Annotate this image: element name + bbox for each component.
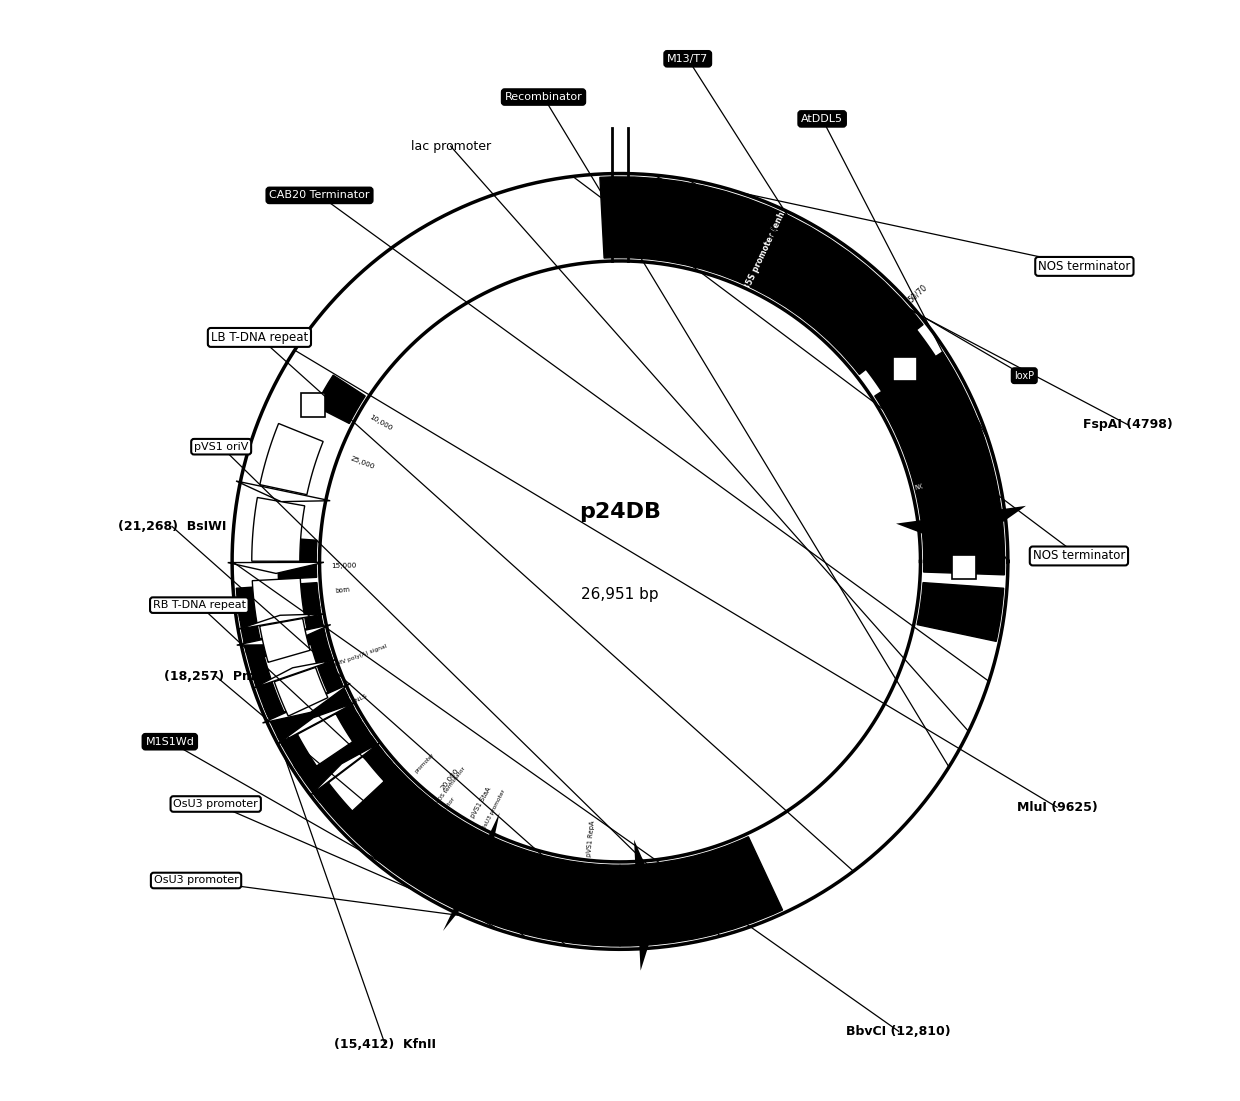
Wedge shape — [918, 582, 1003, 642]
Polygon shape — [252, 578, 308, 639]
Wedge shape — [237, 582, 620, 946]
Wedge shape — [312, 744, 383, 803]
Wedge shape — [342, 735, 376, 763]
Wedge shape — [326, 713, 361, 739]
Text: loxP: loxP — [921, 391, 936, 403]
Text: promoter: promoter — [414, 752, 435, 774]
Text: 15,000: 15,000 — [331, 563, 356, 569]
Polygon shape — [259, 619, 310, 663]
Text: 25,000: 25,000 — [348, 455, 374, 470]
Text: CaMV poly(A) signal: CaMV poly(A) signal — [329, 644, 387, 669]
Polygon shape — [329, 756, 384, 811]
Text: pVS1 StaA: pVS1 StaA — [470, 786, 492, 819]
Wedge shape — [294, 722, 367, 775]
Polygon shape — [310, 742, 381, 795]
Text: M13/T7: M13/T7 — [667, 54, 708, 64]
Text: RB T-DNA repeat: RB T-DNA repeat — [153, 600, 246, 610]
Text: BbvCI (12,810): BbvCI (12,810) — [847, 1025, 951, 1038]
Wedge shape — [238, 599, 320, 620]
Wedge shape — [600, 177, 923, 374]
Text: OsU3 promoter: OsU3 promoter — [174, 799, 258, 809]
Text: loxP: loxP — [1014, 371, 1034, 381]
Text: M1S1Wd: M1S1Wd — [145, 737, 195, 746]
Text: CaMV 35S promoter (enhanced): CaMV 35S promoter (enhanced) — [730, 182, 800, 317]
Text: AtDDL5: AtDDL5 — [801, 113, 843, 124]
Wedge shape — [620, 837, 782, 946]
Polygon shape — [298, 713, 352, 766]
Polygon shape — [228, 563, 324, 574]
Text: Cre: Cre — [275, 478, 294, 490]
Text: NOS terminator: NOS terminator — [435, 766, 466, 806]
Text: NOS terminator: NOS terminator — [915, 472, 967, 491]
Polygon shape — [634, 840, 662, 971]
Text: orl: orl — [274, 606, 284, 613]
Polygon shape — [858, 319, 993, 515]
Wedge shape — [263, 675, 342, 717]
Polygon shape — [443, 813, 500, 931]
Polygon shape — [236, 481, 330, 502]
Text: Cas9: Cas9 — [342, 770, 371, 796]
Wedge shape — [252, 651, 332, 686]
Text: Recombinator: Recombinator — [505, 92, 583, 102]
Text: OsU3 promoter: OsU3 promoter — [481, 788, 506, 831]
Text: SV40 NLS: SV40 NLS — [268, 663, 301, 678]
Polygon shape — [378, 800, 484, 901]
Text: pVS1 RepA: pVS1 RepA — [587, 820, 595, 857]
Polygon shape — [897, 505, 1025, 549]
Text: lac promoter: lac promoter — [410, 140, 491, 153]
Text: NOS terminator: NOS terminator — [567, 196, 578, 246]
Text: LB T-DNA repeat: LB T-DNA repeat — [211, 331, 308, 344]
Bar — [952, 555, 976, 579]
Text: 10,000: 10,000 — [368, 414, 393, 433]
Text: bom: bom — [335, 587, 351, 595]
Polygon shape — [238, 614, 324, 630]
Polygon shape — [263, 684, 350, 723]
Polygon shape — [491, 854, 636, 938]
Text: DsRed2: DsRed2 — [923, 422, 956, 443]
Wedge shape — [232, 174, 1008, 949]
Wedge shape — [278, 537, 317, 579]
Wedge shape — [874, 352, 1004, 575]
Polygon shape — [253, 659, 336, 688]
Text: ori: ori — [291, 675, 301, 684]
Text: (21,268)  BsIWI: (21,268) BsIWI — [118, 520, 226, 533]
Wedge shape — [361, 756, 393, 786]
Text: NOS terminator: NOS terminator — [424, 797, 456, 840]
Wedge shape — [366, 765, 433, 831]
Text: FspAI (4798): FspAI (4798) — [1084, 418, 1173, 432]
Polygon shape — [278, 702, 355, 744]
Text: NOS terminator: NOS terminator — [1038, 260, 1131, 273]
Text: (18,257)  PmeI: (18,257) PmeI — [164, 669, 268, 683]
Text: 20,000: 20,000 — [440, 767, 460, 792]
Polygon shape — [264, 644, 327, 712]
Text: 26,951 bp: 26,951 bp — [582, 587, 658, 602]
Wedge shape — [244, 624, 325, 653]
Text: nucleoplasmin NLS: nucleoplasmin NLS — [312, 694, 368, 727]
Text: CAB20 Terminator: CAB20 Terminator — [269, 190, 370, 200]
Polygon shape — [237, 624, 331, 645]
Wedge shape — [315, 375, 366, 424]
Bar — [301, 393, 325, 417]
Text: NOS terminator: NOS terminator — [1033, 549, 1125, 563]
Text: p24DB: p24DB — [579, 502, 661, 522]
Text: OsU3 promoter: OsU3 promoter — [154, 875, 238, 885]
Polygon shape — [260, 424, 324, 494]
Text: KanR: KanR — [268, 534, 285, 541]
Text: 50/70: 50/70 — [906, 282, 929, 304]
Polygon shape — [252, 498, 305, 562]
Text: pVS1 oriV: pVS1 oriV — [193, 442, 248, 451]
Bar — [893, 357, 918, 381]
Text: MluI (9625): MluI (9625) — [1017, 800, 1097, 814]
Wedge shape — [278, 699, 353, 746]
Text: (15,412)  KfnII: (15,412) KfnII — [334, 1038, 436, 1050]
Wedge shape — [312, 690, 348, 712]
Text: HygR: HygR — [279, 461, 299, 472]
Polygon shape — [274, 667, 327, 716]
